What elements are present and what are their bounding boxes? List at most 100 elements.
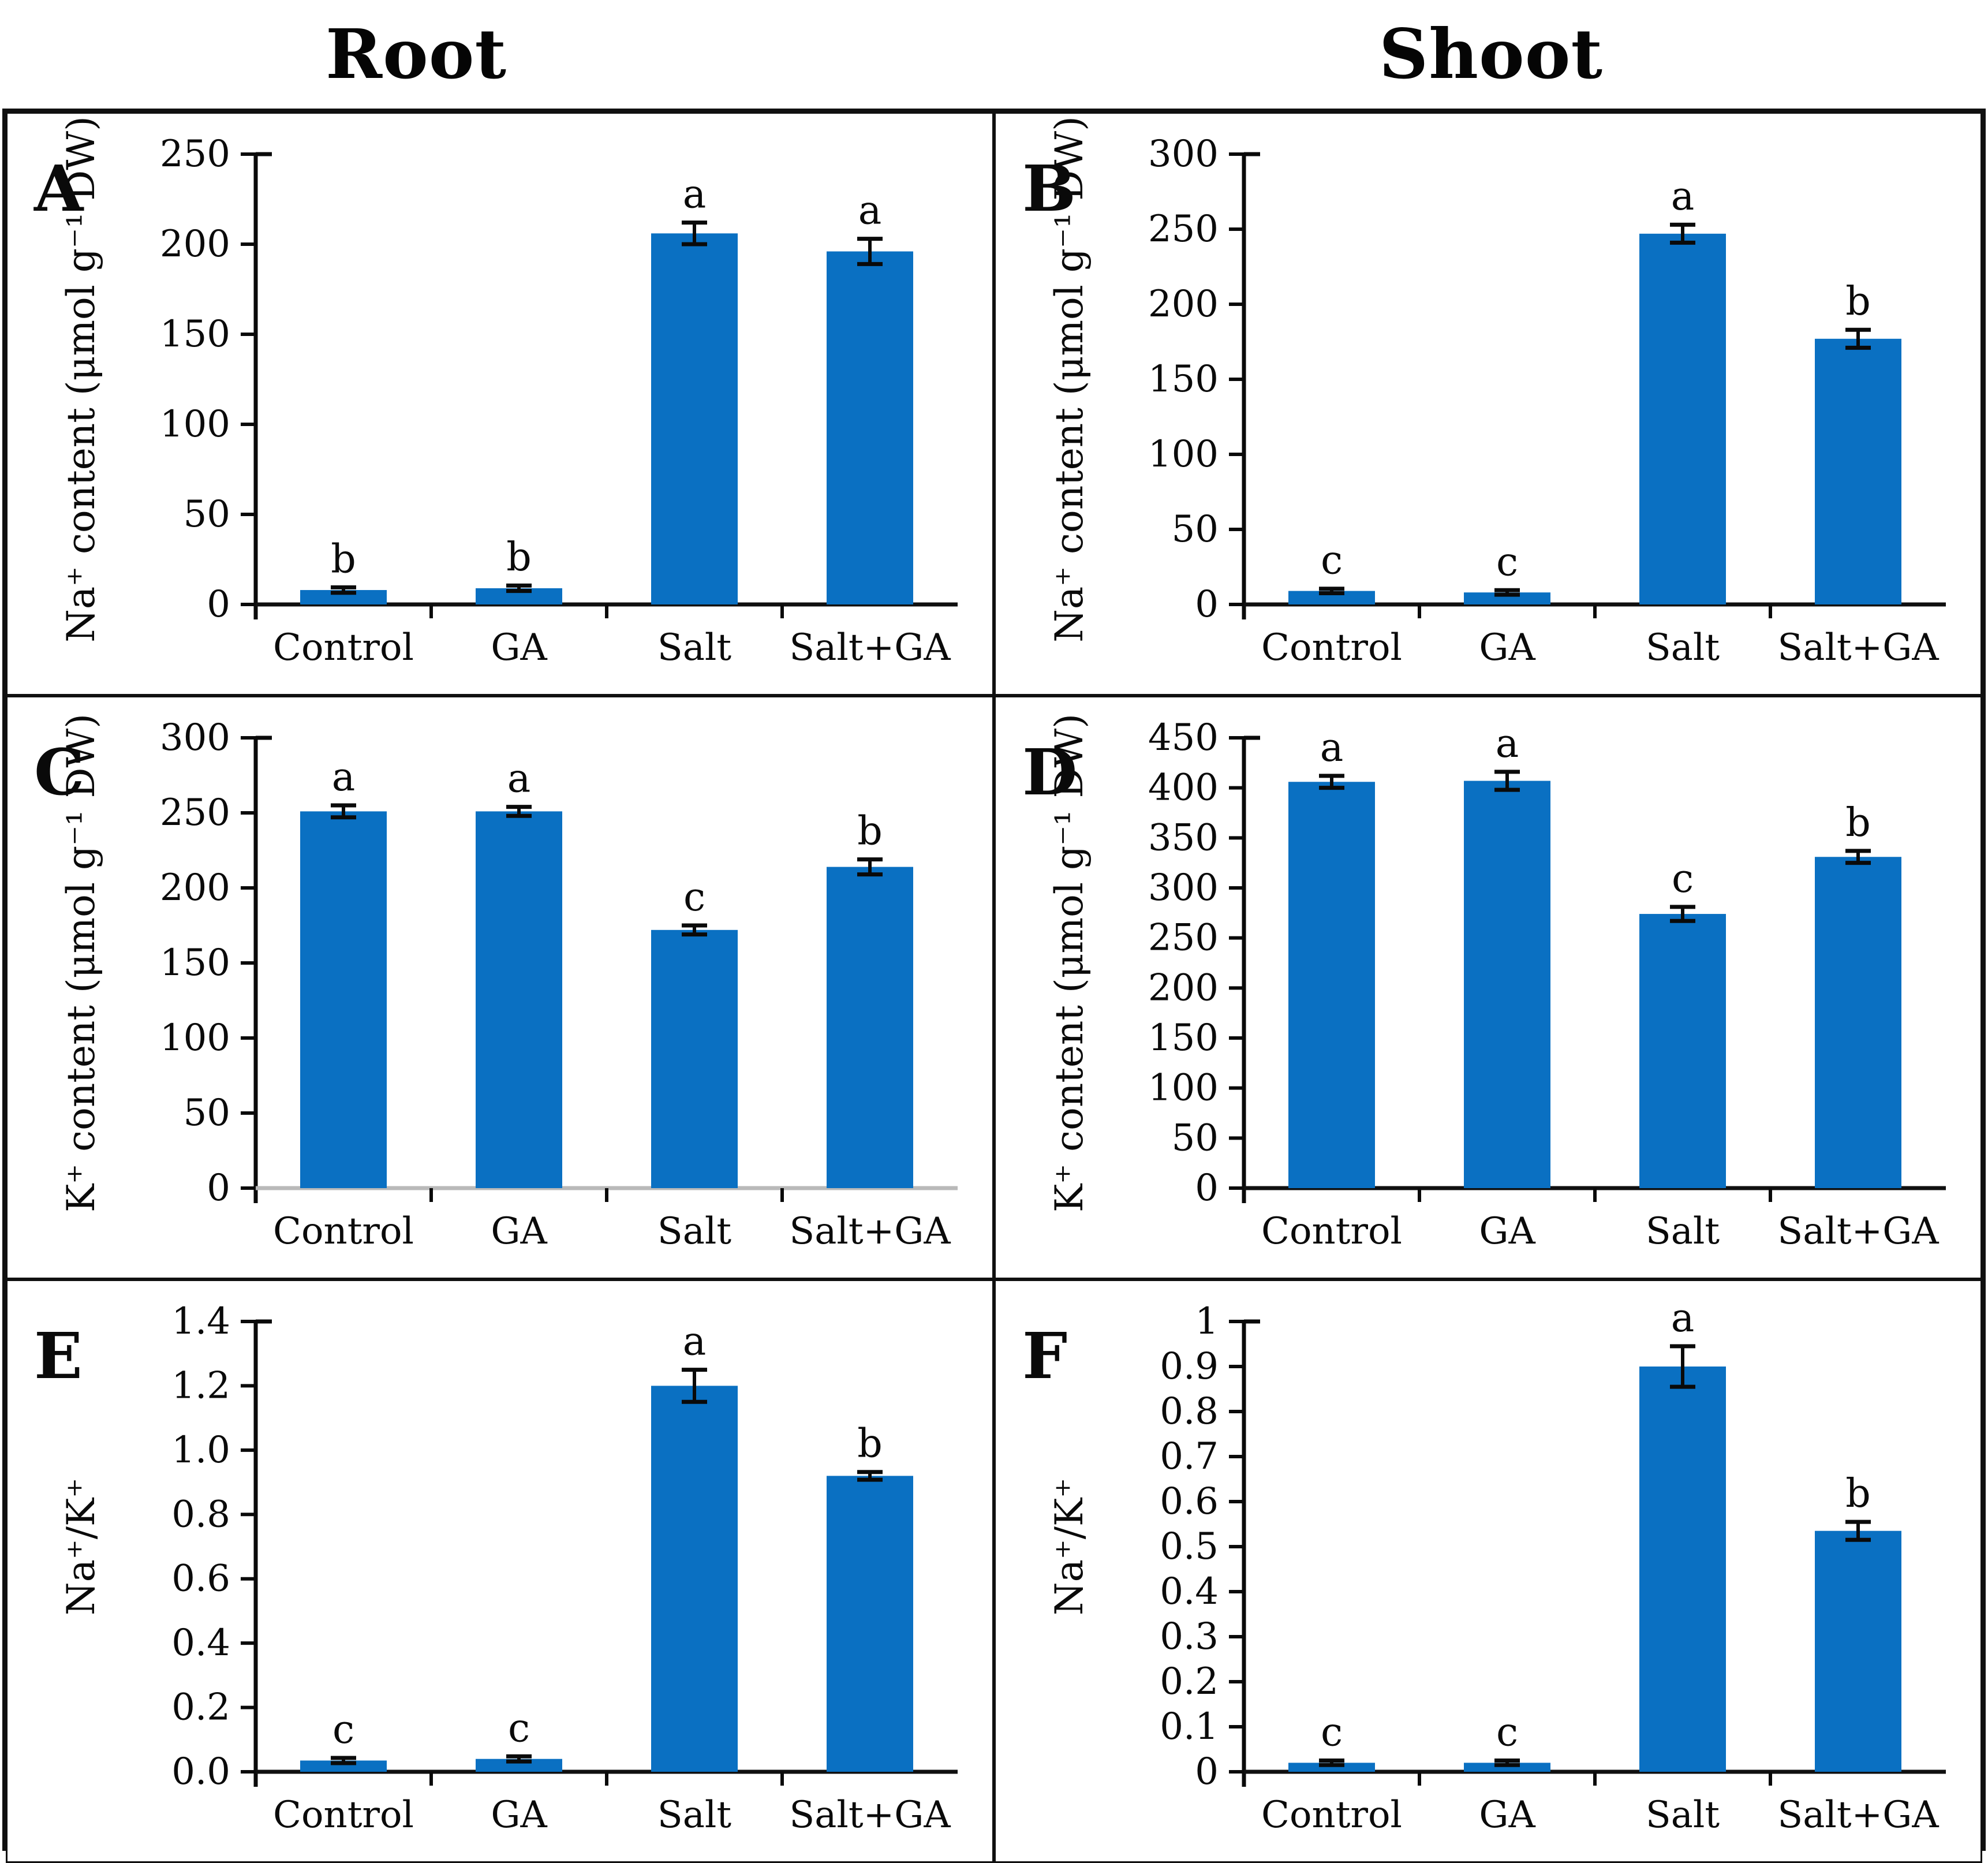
- chart-c-svg: C 0 50 100 150 200 250 300 K⁺ content (μmol g⁻¹ …: [34, 714, 958, 1253]
- category-label: Control: [1261, 626, 1402, 669]
- y-tick-label: 450: [1148, 716, 1219, 759]
- category-label: GA: [1479, 1794, 1535, 1836]
- y-axis-title: K⁺ content (μmol g⁻¹ DW): [1047, 714, 1092, 1212]
- y-tick-label: 200: [1148, 966, 1219, 1009]
- y-axis-title: Na⁺/K⁺: [59, 1478, 103, 1615]
- y-tick-label: 300: [160, 716, 230, 759]
- sig-letter: a: [683, 172, 707, 218]
- sig-letter: c: [508, 1705, 530, 1751]
- y-tick-label: 100: [1148, 1067, 1219, 1110]
- bar-salt: [1639, 1367, 1726, 1772]
- panel-f: F 0 0.1 0.2 0.3 0.4 0.5 0.6 0.7 0.8 0.9 1 Na⁺/K⁺ c Con…: [994, 1279, 1982, 1863]
- y-tick-label: 150: [160, 313, 230, 356]
- y-tick-label: 0.7: [1160, 1435, 1219, 1478]
- bar-control: [1288, 782, 1375, 1188]
- bar-salt-ga: [1815, 857, 1901, 1188]
- category-label: Salt+GA: [789, 626, 951, 669]
- bar-salt: [651, 1386, 738, 1772]
- sig-letter: a: [683, 1319, 707, 1365]
- sig-letter: a: [1671, 174, 1695, 219]
- y-tick-label: 0.1: [1160, 1705, 1219, 1748]
- sig-letter: a: [332, 755, 356, 800]
- category-label: Control: [1261, 1794, 1402, 1836]
- panel-a: A 0 50 100 150 200 250 Na⁺ content (μmol g⁻¹ DW…: [6, 112, 994, 696]
- sig-letter: c: [1321, 538, 1343, 584]
- y-tick-label: 50: [1172, 508, 1219, 551]
- y-tick-label: 100: [160, 1017, 230, 1059]
- y-tick-label: 0.2: [171, 1686, 230, 1729]
- bar-salt-ga: [1815, 1530, 1901, 1772]
- sig-letter: c: [1496, 1710, 1518, 1756]
- category-label: Salt+GA: [1777, 1794, 1939, 1836]
- bar-salt-ga: [827, 1476, 913, 1772]
- sig-letter: b: [506, 535, 532, 580]
- panel-letter: B: [1022, 151, 1076, 226]
- bar-salt: [651, 233, 738, 604]
- y-tick-label: 0.6: [171, 1558, 230, 1600]
- y-tick-label: 0: [207, 1167, 230, 1209]
- category-label: Control: [273, 1794, 414, 1836]
- category-label: Salt: [1646, 1210, 1720, 1253]
- y-tick-label: 0.5: [1160, 1525, 1219, 1568]
- y-tick-label: 0: [207, 583, 230, 626]
- sig-letter: b: [331, 536, 356, 582]
- y-tick-label: 100: [1148, 433, 1219, 476]
- sig-letter: a: [1496, 721, 1519, 767]
- y-tick-label: 100: [160, 403, 230, 446]
- category-label: Control: [273, 626, 414, 669]
- panel-letter: E: [34, 1319, 83, 1393]
- category-label: Salt: [657, 1794, 731, 1836]
- sig-letter: b: [857, 1421, 883, 1467]
- y-tick-label: 0.4: [171, 1622, 230, 1664]
- category-label: Salt: [1646, 1794, 1720, 1836]
- y-tick-label: 250: [1148, 208, 1219, 251]
- bar-ga: [1464, 592, 1550, 604]
- category-label: Salt+GA: [789, 1794, 951, 1836]
- bar-salt: [651, 929, 738, 1188]
- category-label: GA: [491, 1794, 547, 1836]
- column-title-root: Root: [326, 14, 507, 94]
- bar-ga: [476, 1759, 562, 1772]
- y-tick-label: 200: [1148, 283, 1219, 326]
- sig-letter: b: [1845, 279, 1871, 324]
- sig-letter: c: [1672, 856, 1694, 902]
- y-tick-label: 400: [1148, 767, 1219, 809]
- y-tick-label: 0.0: [171, 1750, 230, 1793]
- category-label: GA: [1479, 1210, 1535, 1253]
- y-tick-label: 50: [184, 493, 230, 536]
- y-tick-label: 1.0: [171, 1429, 230, 1472]
- sig-letter: b: [857, 809, 883, 854]
- chart-e-svg: E 0.0 0.2 0.4 0.6 0.8 1.0 1.2 1.4 Na⁺/K⁺ c Control c…: [34, 1300, 958, 1836]
- column-titles: Root Shoot: [0, 0, 1988, 109]
- sig-letter: a: [858, 188, 882, 234]
- category-label: Salt+GA: [1777, 626, 1939, 669]
- bar-control: [1288, 591, 1375, 604]
- y-tick-label: 250: [1148, 917, 1219, 959]
- category-label: GA: [491, 1210, 547, 1253]
- sig-letter: a: [507, 756, 531, 802]
- sig-letter: b: [1845, 800, 1871, 846]
- bar-salt-ga: [827, 867, 913, 1188]
- chart-a-svg: A 0 50 100 150 200 250 Na⁺ content (μmol g⁻¹ DW…: [33, 116, 958, 669]
- y-tick-label: 1: [1195, 1300, 1219, 1343]
- y-tick-label: 0.2: [1160, 1660, 1219, 1703]
- bar-ga: [1464, 1763, 1550, 1772]
- panel-letter: D: [1022, 735, 1077, 809]
- bar-salt-ga: [827, 251, 913, 604]
- y-tick-label: 0.8: [1160, 1390, 1219, 1433]
- category-label: Control: [1261, 1210, 1402, 1253]
- bar-salt-ga: [1815, 338, 1901, 604]
- y-tick-label: 1.2: [171, 1364, 230, 1407]
- sig-letter: c: [1496, 539, 1518, 585]
- category-label: Salt: [657, 626, 731, 669]
- chart-d-svg: D 0 50 100 150 200 250 300 350 400 450 K⁺ content (…: [1022, 714, 1946, 1253]
- sig-letter: a: [1671, 1295, 1695, 1341]
- y-axis-title: Na⁺ content (μmol g⁻¹ DW): [1047, 116, 1092, 643]
- y-tick-label: 250: [160, 133, 230, 176]
- panel-d: D 0 50 100 150 200 250 300 350 400 450 K⁺ content (…: [994, 696, 1982, 1279]
- bar-salt: [1639, 233, 1726, 604]
- category-label: Salt+GA: [1777, 1210, 1939, 1253]
- chart-b-svg: B 0 50 100 150 200 250 300 Na⁺ content (μmol g⁻¹…: [1022, 116, 1946, 669]
- y-tick-label: 150: [1148, 1017, 1219, 1059]
